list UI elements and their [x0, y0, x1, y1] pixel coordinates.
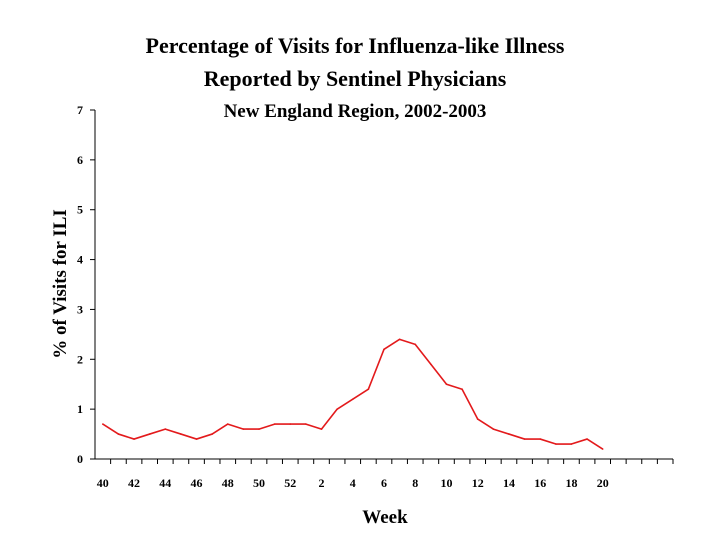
- data-point: [164, 428, 167, 430]
- data-point: [258, 428, 260, 430]
- x-ticks: 40 42 44 46 48 50 52 2 4 6 8 10 12 14 16 18 20: [97, 459, 674, 490]
- y-ticks: 0 1 2 3 4 5 6 7: [77, 103, 95, 466]
- data-point: [242, 428, 245, 430]
- x-tick-label: 18: [565, 476, 577, 490]
- data-point: [601, 448, 604, 450]
- chart-title-line1: Percentage of Visits for Influenza-like …: [146, 33, 565, 58]
- data-point: [445, 383, 448, 386]
- x-tick-label: 10: [440, 476, 452, 490]
- data-point: [430, 363, 432, 366]
- x-tick-label: 2: [319, 476, 325, 490]
- y-tick-label: 4: [77, 253, 83, 267]
- data-point: [492, 428, 495, 430]
- data-point: [398, 338, 401, 341]
- series-layer: [102, 338, 604, 450]
- data-point: [133, 438, 135, 440]
- data-point: [117, 433, 120, 435]
- x-tick-label: 4: [350, 476, 356, 490]
- data-point: [289, 423, 292, 425]
- data-point: [523, 438, 526, 440]
- x-tick-label: 12: [472, 476, 484, 490]
- data-point: [476, 418, 479, 420]
- data-point: [305, 423, 307, 425]
- data-point: [102, 423, 104, 425]
- x-tick-label: 14: [503, 476, 515, 490]
- data-point: [555, 443, 557, 445]
- x-tick-label: 40: [97, 476, 109, 490]
- x-tick-label: 48: [222, 476, 234, 490]
- x-tick-label: 50: [253, 476, 265, 490]
- data-point: [351, 398, 354, 400]
- data-point: [508, 433, 510, 435]
- x-tick-label: 6: [381, 476, 387, 490]
- x-tick-label: 8: [412, 476, 418, 490]
- chart-title-line2: Reported by Sentinel Physicians: [204, 66, 507, 91]
- y-tick-label: 0: [77, 452, 83, 466]
- x-tick-label: 44: [159, 476, 171, 490]
- x-tick-label: 52: [284, 476, 296, 490]
- data-point: [367, 388, 370, 391]
- data-point: [320, 428, 323, 430]
- data-point: [414, 343, 417, 346]
- y-tick-label: 7: [77, 103, 83, 117]
- x-tick-label: 16: [534, 476, 546, 490]
- series-line: [102, 338, 604, 450]
- data-point: [539, 438, 542, 440]
- data-point: [180, 433, 182, 435]
- y-tick-label: 1: [77, 402, 83, 416]
- data-point: [586, 438, 588, 440]
- data-point: [336, 408, 338, 410]
- data-point: [195, 438, 198, 440]
- data-point: [383, 348, 385, 351]
- y-axis-label: % of Visits for ILI: [50, 209, 71, 359]
- y-tick-label: 3: [77, 302, 83, 316]
- data-point: [148, 433, 151, 435]
- data-point: [461, 388, 463, 391]
- x-axis-label: Week: [362, 507, 408, 528]
- chart-subtitle: New England Region, 2002-2003: [224, 101, 487, 122]
- data-point: [226, 423, 229, 425]
- x-tick-label: 20: [597, 476, 609, 490]
- y-tick-label: 2: [77, 352, 83, 366]
- data-point: [211, 433, 213, 435]
- data-point: [273, 423, 276, 425]
- data-point: [570, 443, 573, 445]
- y-tick-label: 5: [77, 203, 83, 217]
- y-tick-label: 6: [77, 153, 83, 167]
- x-tick-label: 46: [191, 476, 203, 490]
- x-tick-label: 42: [128, 476, 140, 490]
